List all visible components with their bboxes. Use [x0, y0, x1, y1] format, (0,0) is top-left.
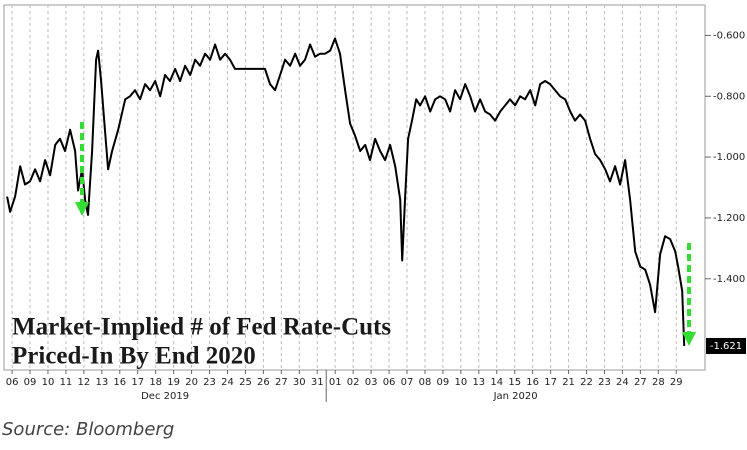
y-tick-label: -1.000: [713, 152, 745, 163]
x-tick-label: 02: [347, 377, 360, 388]
y-tick-label: -0.600: [713, 30, 745, 41]
x-tick-label: 06: [383, 377, 396, 388]
x-tick-label: 10: [42, 377, 55, 388]
x-tick-label: 13: [472, 377, 485, 388]
x-tick-label: 30: [293, 377, 306, 388]
x-tick-label: 01: [329, 377, 342, 388]
last-value-label: -1.621: [710, 341, 742, 352]
grid: [11, 5, 677, 370]
x-group-label: Dec 2019: [141, 391, 189, 402]
x-tick-label: 22: [580, 377, 593, 388]
arrow-head: [75, 202, 89, 216]
x-tick-label: 07: [401, 377, 414, 388]
x-tick-label: 16: [113, 377, 126, 388]
x-tick-label: 06: [6, 377, 19, 388]
x-tick-label: 24: [616, 377, 629, 388]
x-tick-label: 18: [149, 377, 162, 388]
y-tick-label: -0.800: [713, 91, 745, 102]
x-tick-label: 12: [78, 377, 91, 388]
x-tick-label: 23: [203, 377, 216, 388]
arrow-head: [682, 332, 696, 346]
x-tick-label: 21: [562, 377, 575, 388]
annotation: Priced-In By End 2020: [12, 343, 256, 370]
last-value-box: [706, 337, 746, 354]
line: [6, 37, 686, 347]
x-tick-label: 20: [185, 377, 198, 388]
x-tick-label: 25: [239, 377, 252, 388]
x-tick-label: 28: [652, 377, 665, 388]
x-tick-label: 26: [257, 377, 270, 388]
x-tick-label: 24: [221, 377, 234, 388]
source: Source: Bloomberg: [2, 419, 174, 440]
x-tick-label: 03: [365, 377, 378, 388]
y-tick-label: -1.400: [713, 274, 745, 285]
x-tick-label: 19: [167, 377, 180, 388]
lines: [6, 37, 686, 347]
x-tick-label: 09: [24, 377, 37, 388]
x-group-label: Jan 2020: [493, 391, 538, 402]
x-tick-label: 29: [670, 377, 683, 388]
x-tick-label: 23: [598, 377, 611, 388]
x-tick-label: 27: [634, 377, 647, 388]
x-tick-label: 13: [95, 377, 108, 388]
x-tick-label: 16: [526, 377, 539, 388]
y-tick-label: -1.200: [713, 213, 745, 224]
x-tick-label: 17: [544, 377, 557, 388]
x-tick-label: 17: [131, 377, 144, 388]
x-tick-label: 15: [508, 377, 521, 388]
x-tick-label: 10: [454, 377, 467, 388]
x-tick-label: 11: [60, 377, 73, 388]
annotation: Market-Implied # of Fed Rate-Cuts: [12, 314, 391, 341]
x-tick-label: 27: [275, 377, 288, 388]
x-tick-label: 09: [437, 377, 450, 388]
plot-area: [3, 4, 706, 371]
x-tick-label: 14: [490, 377, 503, 388]
x-tick-label: 08: [419, 377, 432, 388]
x-tick-label: 31: [311, 377, 324, 388]
